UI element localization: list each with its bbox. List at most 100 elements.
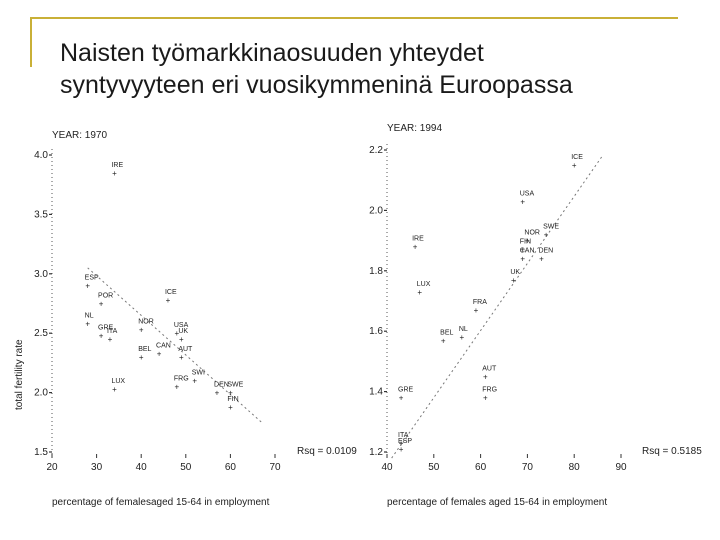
panel-2-point-label: FRG	[482, 387, 497, 394]
slide-title-line-2: syntyvyyteen eri vuosikymmeninä Euroopas…	[60, 71, 573, 99]
panel-1-point-marker: +	[175, 329, 180, 338]
panel-2-point-marker: +	[413, 243, 418, 252]
panel-1-point-label: USA	[174, 322, 189, 329]
panel-2-point-label: UK	[510, 269, 520, 276]
panel-1-point-label: NL	[85, 313, 94, 320]
panel-1-point-label: ICE	[165, 289, 177, 296]
panel-1-y-tick-label: 3.0	[34, 269, 48, 280]
panel-2-y-tick-label: 1.2	[369, 447, 383, 458]
panel-1-point-marker: +	[228, 403, 233, 412]
panel-1-y-axis-label: total fertility rate	[14, 339, 25, 410]
panel-1-y-tick-label: 2.0	[34, 388, 48, 399]
panel-1-point-label: UK	[178, 328, 188, 335]
panel-2-y-tick-label: 1.6	[369, 326, 383, 337]
panel-2-point-label: ESP	[398, 438, 412, 445]
panel-1-point-label: ITA	[107, 328, 118, 335]
panel-1-point-marker: +	[85, 320, 90, 329]
panel-1-point-label: FIN	[227, 396, 238, 403]
panel-2-point-marker: +	[399, 439, 404, 448]
panel-1-y-tick-label: 3.5	[34, 209, 48, 220]
panel-2-x-tick-label: 90	[615, 462, 627, 473]
panel-2-point-marker: +	[511, 276, 516, 285]
panel-1-point-marker: +	[157, 349, 162, 358]
panel-2-x-tick-label: 60	[475, 462, 487, 473]
panel-2-point-label: DEN	[538, 248, 553, 255]
panel-1-point-marker: +	[108, 335, 113, 344]
panel-2-trend-line	[391, 155, 603, 459]
panel-2-y-tick-label: 2.0	[369, 205, 383, 216]
panel-1-point-marker: +	[85, 282, 90, 291]
panel-1-point-marker: +	[179, 335, 184, 344]
panel-1-x-tick-label: 30	[91, 462, 103, 473]
panel-2-point-label: LUX	[417, 281, 431, 288]
panel-1-point-label: AUT	[178, 346, 193, 353]
panel-1-point-label: CAN	[156, 342, 171, 349]
panel-1-point-marker: +	[112, 385, 117, 394]
panel-2-point-marker: +	[520, 255, 525, 264]
panel-2-year-label: YEAR: 1994	[387, 123, 442, 134]
panel-2-point-marker: +	[399, 445, 404, 454]
panel-2-point-label: FRA	[473, 299, 487, 306]
panel-2-point-marker: +	[520, 246, 525, 255]
panel-2-point-marker: +	[520, 197, 525, 206]
panel-2-point-label: CAN	[520, 248, 535, 255]
panel-2-point-label: USA	[520, 190, 535, 197]
panel-1-point-label: LUX	[111, 378, 125, 385]
panel-1-y-tick-label: 1.5	[34, 447, 48, 458]
panel-1-point-label: DEN	[214, 382, 229, 389]
panel-1-point-label: GRE	[98, 325, 114, 332]
panel-1-point-marker: +	[99, 300, 104, 309]
panel-1-point-marker: +	[166, 296, 171, 305]
panel-2-point-label: IRE	[412, 236, 424, 243]
panel-1-point-marker: +	[99, 332, 104, 341]
panel-2-rsq-annotation: Rsq = 0.5185	[642, 446, 702, 457]
panel-1-point-label: SWI	[192, 370, 205, 377]
panel-2-point-marker: +	[525, 237, 530, 246]
slide-title-line-1: Naisten työmarkkinaosuuden yhteydet	[60, 39, 484, 67]
panel-2-x-tick-label: 40	[381, 462, 393, 473]
panel-2-point-label: ITA	[398, 432, 409, 439]
panel-2-point-marker: +	[544, 231, 549, 240]
panel-2-point-marker: +	[441, 336, 446, 345]
panel-2-point-marker: +	[474, 306, 479, 315]
panel-2-y-tick-label: 2.2	[369, 145, 383, 156]
title-accent-vertical-line	[30, 17, 32, 67]
panel-2-x-tick-label: 50	[428, 462, 440, 473]
panel-2-point-label: BEL	[440, 329, 453, 336]
panel-1-point-marker: +	[112, 169, 117, 178]
panel-1-point-label: POR	[98, 293, 113, 300]
panel-2-point-label: FIN	[520, 239, 531, 246]
panel-1-year-label: YEAR: 1970	[52, 130, 107, 141]
title-accent-horizontal-line	[30, 17, 678, 19]
panel-1-point-label: SWE	[227, 382, 243, 389]
panel-1-x-tick-label: 20	[46, 462, 58, 473]
panel-2-y-tick-label: 1.8	[369, 266, 383, 277]
panel-2-point-marker: +	[399, 394, 404, 403]
panel-1-point-marker: +	[215, 389, 220, 398]
panel-1-point-marker: +	[228, 389, 233, 398]
panel-2-point-marker: +	[460, 333, 465, 342]
panel-2-point-label: AUT	[482, 366, 497, 373]
panel-1-rsq-annotation: Rsq = 0.0109	[297, 446, 357, 457]
panel-1-point-label: NOR	[138, 319, 154, 326]
panel-1-point-label: ESP	[85, 275, 99, 282]
panel-1-x-tick-label: 40	[136, 462, 148, 473]
panel-2-point-label: GRE	[398, 387, 414, 394]
panel-1-point-marker: +	[175, 383, 180, 392]
panel-1-y-tick-label: 2.5	[34, 328, 48, 339]
panel-1-point-marker: +	[139, 326, 144, 335]
slide-title: Naisten työmarkkinaosuuden yhteydet synt…	[60, 37, 700, 101]
panel-1-point-label: IRE	[111, 162, 123, 169]
panel-2-point-marker: +	[483, 394, 488, 403]
panel-2-point-marker: +	[572, 161, 577, 170]
panel-2-x-axis-label: percentage of females aged 15-64 in empl…	[387, 497, 607, 508]
panel-2-point-marker: +	[417, 288, 422, 297]
panel-1-x-tick-label: 50	[180, 462, 192, 473]
panel-1-x-tick-label: 70	[269, 462, 281, 473]
panel-2-x-tick-label: 80	[569, 462, 581, 473]
panel-1-point-label: FRG	[174, 376, 189, 383]
panel-2-y-tick-label: 1.4	[369, 387, 383, 398]
panel-1-y-tick-label: 4.0	[34, 150, 48, 161]
panel-1-point-marker: +	[179, 353, 184, 362]
